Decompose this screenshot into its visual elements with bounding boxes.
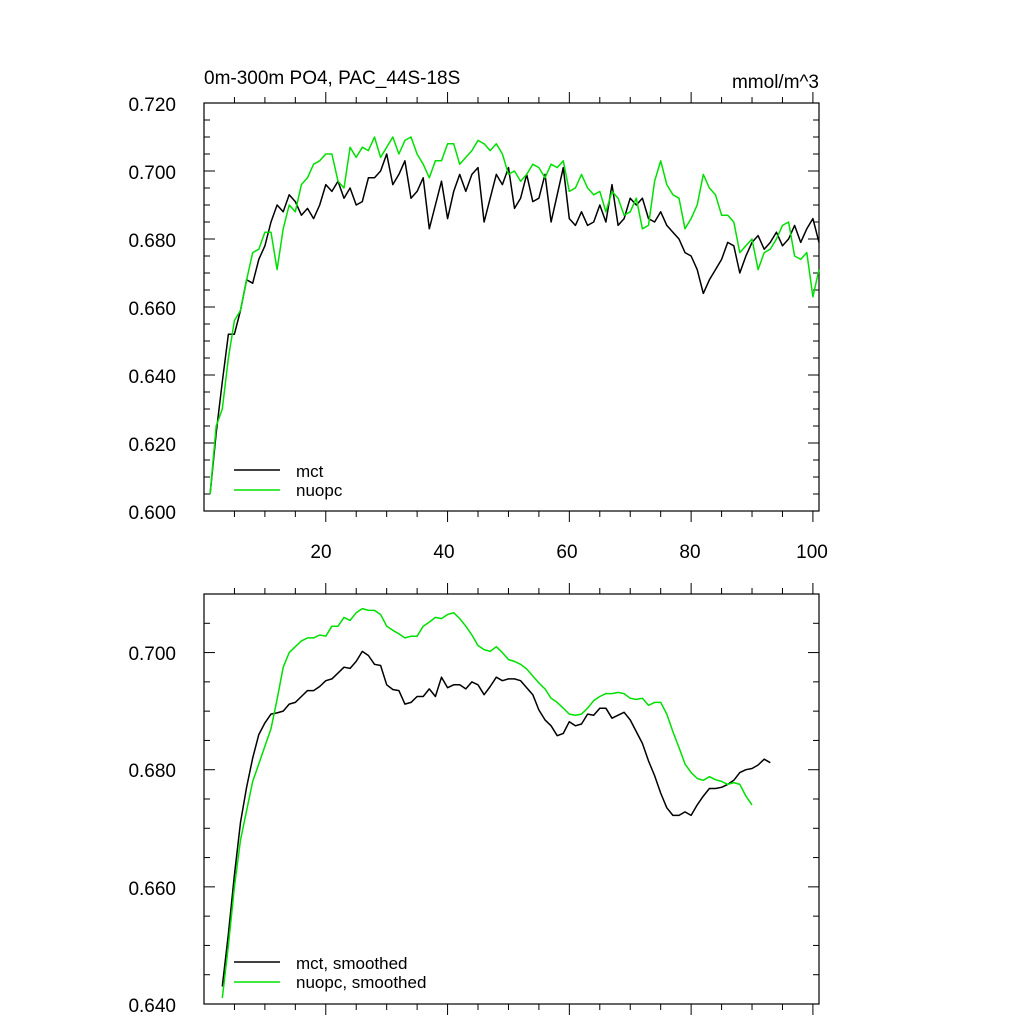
top-series-lines: [209, 136, 820, 495]
top-legend: mct nuopc: [234, 462, 343, 500]
top-tick-marks: [204, 92, 819, 522]
top-y-tick-label: 0.680: [128, 231, 176, 252]
legend-label-nuopc: nuopc: [296, 481, 343, 500]
top-series-line-nuopc: [209, 136, 820, 495]
top-panel: 0m-300m PO4, PAC_44S-18S mmol/m^3 0.600 …: [128, 68, 827, 563]
bottom-y-tick-label: 0.700: [128, 644, 176, 665]
top-x-tick-label: 40: [433, 542, 454, 563]
top-y-tick-label: 0.720: [128, 95, 176, 116]
top-y-tick-label: 0.640: [128, 367, 176, 388]
legend-label-mct-smoothed: mct, smoothed: [296, 954, 408, 973]
top-chart-units: mmol/m^3: [732, 72, 819, 93]
legend-label-mct: mct: [296, 462, 324, 481]
top-y-tick-label: 0.700: [128, 163, 176, 184]
legend-label-nuopc-smoothed: nuopc, smoothed: [296, 973, 426, 992]
bottom-tick-marks: [204, 583, 819, 1015]
bottom-series-line-nuopc-smoothed: [221, 607, 753, 999]
top-x-tick-label: 60: [556, 542, 577, 563]
bottom-y-tick-label: 0.660: [128, 879, 176, 900]
top-y-tick-label: 0.660: [128, 299, 176, 320]
top-x-tick-label: 80: [679, 542, 700, 563]
bottom-series-line-mct-smoothed: [221, 650, 771, 987]
bottom-y-tick-label: 0.640: [128, 996, 176, 1017]
top-x-tick-label: 100: [796, 542, 828, 563]
top-series-line-mct: [209, 153, 820, 495]
bottom-series-lines: [221, 607, 771, 999]
top-y-tick-label: 0.600: [128, 503, 176, 524]
top-plot-frame: [203, 102, 820, 512]
bottom-plot-frame: [203, 593, 820, 1005]
bottom-legend: mct, smoothed nuopc, smoothed: [234, 954, 426, 992]
bottom-panel: 0.640 0.660 0.680 0.700 mct, smoothed nu…: [128, 583, 820, 1017]
top-chart-title: 0m-300m PO4, PAC_44S-18S: [204, 68, 460, 89]
top-x-tick-label: 20: [310, 542, 331, 563]
bottom-y-tick-label: 0.680: [128, 761, 176, 782]
top-y-tick-label: 0.620: [128, 435, 176, 456]
